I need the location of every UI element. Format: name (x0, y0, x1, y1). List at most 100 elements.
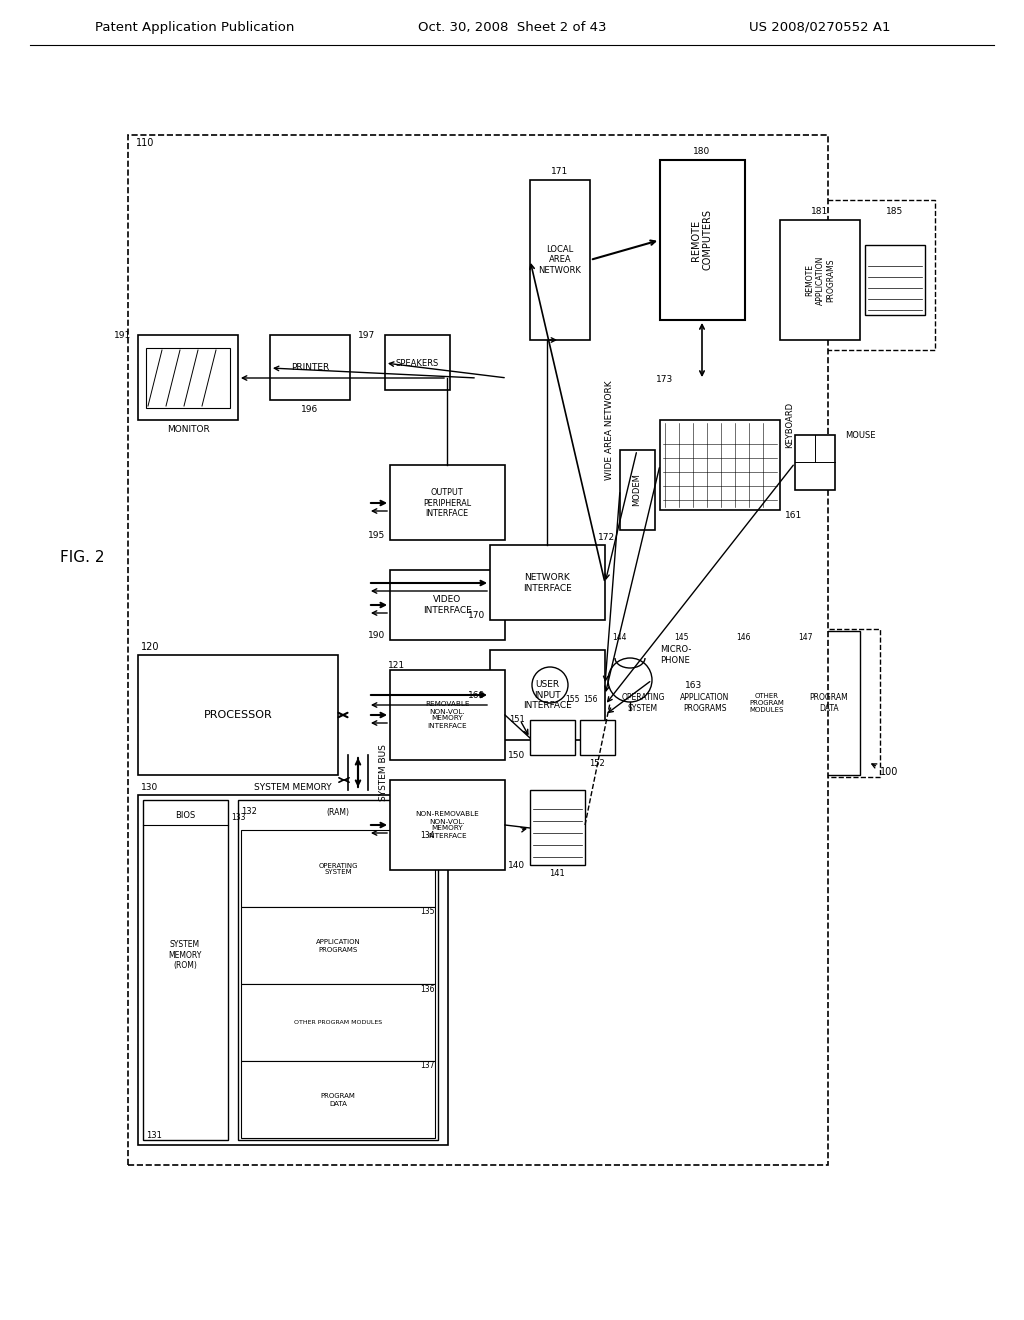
Text: 137: 137 (421, 1061, 435, 1071)
Text: 135: 135 (421, 908, 435, 916)
Text: NON-REMOVABLE
NON-VOL.
MEMORY
INTERFACE: NON-REMOVABLE NON-VOL. MEMORY INTERFACE (415, 812, 479, 838)
Text: LOCAL
AREA
NETWORK: LOCAL AREA NETWORK (539, 246, 582, 275)
Bar (610, 630, 880, 777)
Text: 156: 156 (583, 696, 597, 705)
Text: Oct. 30, 2008  Sheet 2 of 43: Oct. 30, 2008 Sheet 2 of 43 (418, 21, 606, 33)
Bar (146, 348, 230, 408)
Text: BIOS: BIOS (175, 810, 196, 820)
Text: 170: 170 (468, 610, 485, 619)
Bar (390, 570, 505, 640)
Text: SYSTEM BUS: SYSTEM BUS (379, 744, 387, 801)
Text: PROGRAM
DATA: PROGRAM DATA (810, 693, 848, 713)
Bar (736, 631, 798, 775)
Text: SYSTEM MEMORY: SYSTEM MEMORY (254, 783, 332, 792)
Text: 146: 146 (736, 632, 751, 642)
Bar (660, 420, 780, 510)
Text: 150: 150 (508, 751, 525, 759)
Text: OUTPUT
PERIPHERAL
INTERFACE: OUTPUT PERIPHERAL INTERFACE (423, 488, 471, 517)
Text: (RAM): (RAM) (327, 808, 349, 817)
Text: 171: 171 (551, 168, 568, 177)
Text: 173: 173 (656, 375, 674, 384)
Bar (780, 220, 860, 341)
Text: 131: 131 (146, 1130, 162, 1139)
Text: 181: 181 (811, 207, 828, 216)
Text: OTHER PROGRAM MODULES: OTHER PROGRAM MODULES (294, 1020, 382, 1026)
Bar (674, 631, 736, 775)
Bar (490, 545, 605, 620)
Text: 151: 151 (509, 715, 525, 725)
Text: 163: 163 (685, 681, 702, 689)
Text: 100: 100 (880, 767, 898, 777)
Bar (270, 335, 350, 400)
Text: OPERATING
SYSTEM: OPERATING SYSTEM (622, 693, 665, 713)
Bar (390, 465, 505, 540)
Bar (143, 800, 228, 1140)
Text: REMOVABLE
NON-VOL.
MEMORY
INTERFACE: REMOVABLE NON-VOL. MEMORY INTERFACE (425, 701, 469, 729)
Text: 134: 134 (421, 830, 435, 840)
Text: 180: 180 (693, 148, 711, 157)
Text: 190: 190 (368, 631, 385, 639)
Bar (795, 436, 835, 490)
Text: 197: 197 (357, 330, 375, 339)
Text: USER
INPUT
INTERFACE: USER INPUT INTERFACE (522, 680, 571, 710)
Text: 172: 172 (598, 533, 615, 543)
Text: 196: 196 (301, 405, 318, 414)
Bar (138, 335, 238, 420)
Text: 145: 145 (674, 632, 688, 642)
Bar (620, 450, 655, 531)
Text: SYSTEM
MEMORY
(ROM): SYSTEM MEMORY (ROM) (168, 940, 202, 970)
Bar (775, 201, 935, 350)
Text: VIDEO
INTERFACE: VIDEO INTERFACE (423, 595, 471, 615)
Bar (390, 671, 505, 760)
Text: PRINTER: PRINTER (291, 363, 329, 372)
Bar (865, 246, 925, 315)
Text: 147: 147 (798, 632, 812, 642)
Text: 130: 130 (141, 783, 159, 792)
Bar (660, 160, 745, 319)
Text: OPERATING
SYSTEM: OPERATING SYSTEM (318, 862, 357, 875)
Bar (530, 789, 585, 865)
Text: 133: 133 (231, 813, 246, 822)
Text: 195: 195 (368, 531, 385, 540)
Text: 160: 160 (468, 690, 485, 700)
Bar (530, 180, 590, 341)
Text: 161: 161 (785, 511, 802, 520)
Text: 136: 136 (421, 985, 435, 994)
Text: REMOTE
APPLICATION
PROGRAMS: REMOTE APPLICATION PROGRAMS (805, 255, 835, 305)
Text: SPEAKERS: SPEAKERS (395, 359, 438, 367)
Text: 152: 152 (589, 759, 605, 767)
Text: 110: 110 (136, 139, 155, 148)
Bar (241, 983, 435, 1061)
Text: 120: 120 (141, 642, 160, 652)
Text: MICRO-
PHONE: MICRO- PHONE (660, 645, 691, 665)
Text: APPLICATION
PROGRAMS: APPLICATION PROGRAMS (315, 940, 360, 953)
Bar (238, 800, 438, 1140)
Text: 191: 191 (115, 330, 132, 339)
Bar (138, 655, 338, 775)
Text: 132: 132 (241, 808, 257, 817)
Text: FIG. 2: FIG. 2 (59, 549, 104, 565)
Bar (138, 795, 449, 1144)
Text: KEYBOARD: KEYBOARD (785, 401, 794, 447)
Text: 140: 140 (508, 861, 525, 870)
Bar (390, 780, 505, 870)
Bar (612, 631, 674, 775)
Bar (530, 719, 575, 755)
Bar (385, 335, 450, 389)
Bar (241, 830, 435, 907)
Text: REMOTE
COMPUTERS: REMOTE COMPUTERS (691, 210, 713, 271)
Bar (580, 719, 615, 755)
Text: US 2008/0270552 A1: US 2008/0270552 A1 (750, 21, 891, 33)
Text: MOUSE: MOUSE (845, 430, 876, 440)
Bar (241, 1061, 435, 1138)
Text: PROCESSOR: PROCESSOR (204, 710, 272, 719)
Text: NETWORK
INTERFACE: NETWORK INTERFACE (522, 573, 571, 593)
Text: APPLICATION
PROGRAMS: APPLICATION PROGRAMS (680, 693, 730, 713)
Bar (241, 907, 435, 983)
Text: 144: 144 (612, 632, 627, 642)
Text: 155: 155 (565, 696, 580, 705)
Text: PROGRAM
DATA: PROGRAM DATA (321, 1093, 355, 1106)
Bar (128, 135, 828, 1166)
Text: 185: 185 (887, 207, 903, 216)
Text: OTHER
PROGRAM
MODULES: OTHER PROGRAM MODULES (750, 693, 784, 713)
